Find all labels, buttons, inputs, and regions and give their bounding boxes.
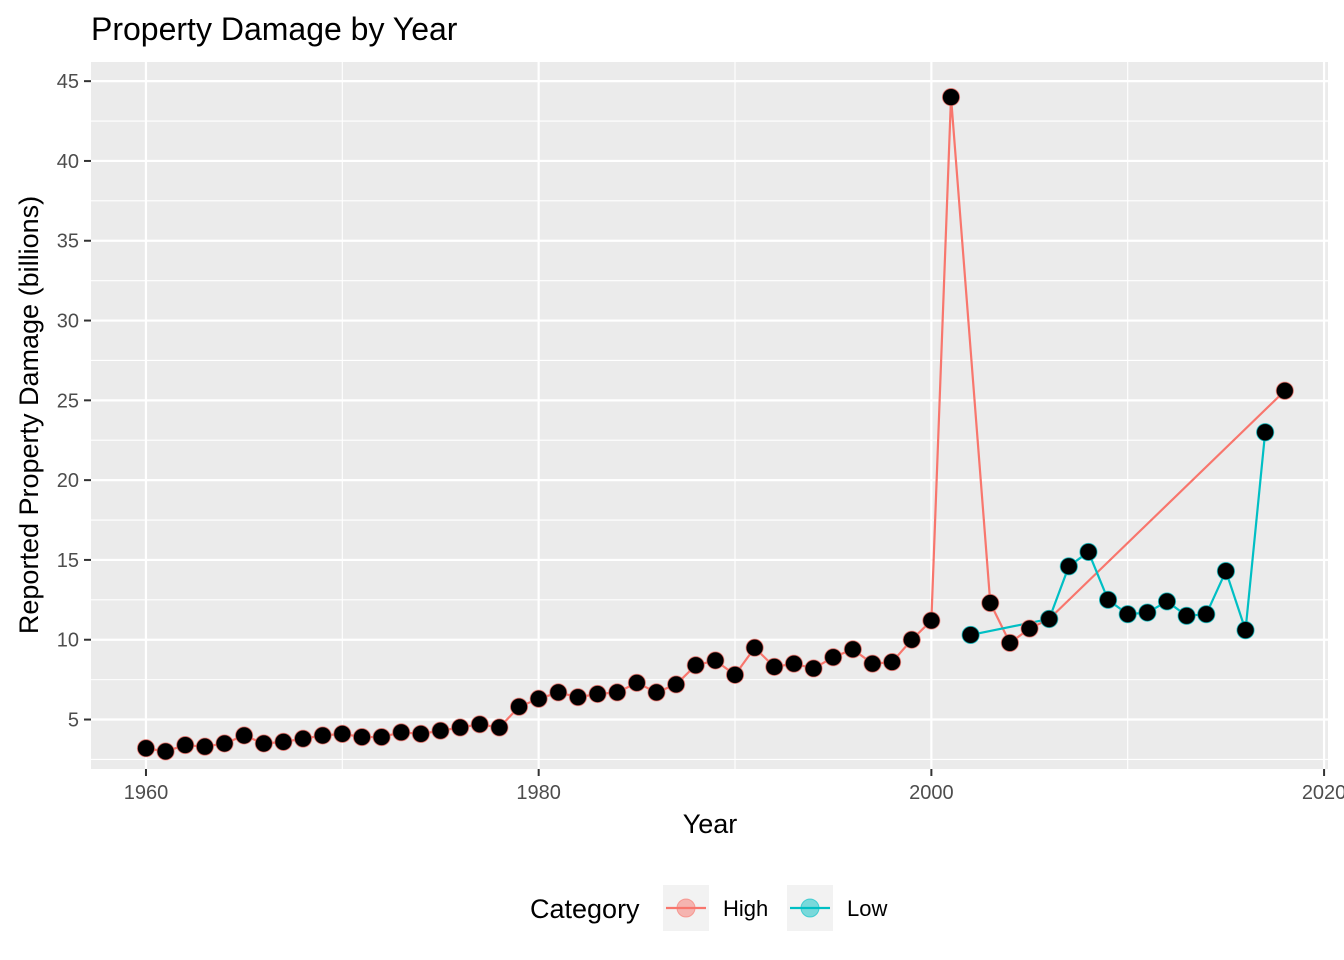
data-point-high	[608, 683, 627, 702]
legend-label-low: Low	[847, 896, 887, 921]
data-point-high	[863, 654, 882, 673]
data-point-high	[372, 727, 391, 747]
data-point-high	[470, 715, 489, 734]
axis-ticks: 1960 1980 2000 2020 5 10 15 20 25 30 35 40 45	[57, 71, 1344, 804]
data-point-high	[824, 648, 843, 667]
data-point-high	[627, 673, 646, 692]
data-point-low	[1157, 592, 1177, 611]
x-axis-title: Year	[683, 809, 738, 839]
data-point-high	[647, 683, 666, 702]
data-point-high	[843, 640, 862, 659]
data-point-high	[411, 724, 430, 743]
legend-item-high: High	[663, 885, 768, 931]
data-point-low	[1216, 562, 1236, 581]
x-tick-label: 1980	[516, 782, 561, 804]
data-point-high	[313, 726, 332, 745]
y-tick-label: 40	[57, 151, 79, 173]
data-point-high	[1000, 633, 1020, 653]
data-point-low	[1256, 423, 1275, 442]
chart-title: Property Damage by Year	[91, 11, 458, 47]
data-point-high	[509, 697, 529, 716]
data-point-low	[1059, 557, 1078, 576]
x-tick-label: 2000	[909, 782, 954, 804]
y-tick-label: 25	[57, 390, 79, 412]
data-point-low	[1138, 603, 1157, 622]
data-point-high	[529, 689, 548, 708]
data-point-high	[1020, 619, 1039, 638]
legend-item-low: Low	[787, 885, 887, 931]
data-point-high	[902, 630, 921, 649]
data-point-high	[136, 739, 156, 758]
data-point-high	[745, 638, 764, 657]
y-tick-label: 35	[57, 231, 79, 253]
legend-title: Category	[530, 894, 640, 924]
data-point-high	[686, 656, 705, 675]
y-tick-label: 10	[57, 630, 79, 652]
data-point-high	[568, 688, 588, 707]
data-point-high	[235, 726, 254, 745]
legend-key-low-point	[800, 898, 820, 918]
data-point-high	[725, 665, 745, 684]
data-point-low	[1236, 621, 1255, 640]
data-point-low	[1040, 609, 1059, 629]
data-point-high	[293, 729, 313, 748]
y-tick-label: 45	[57, 71, 79, 93]
data-point-high	[941, 88, 961, 107]
data-point-low	[1177, 606, 1196, 625]
data-point-high	[156, 742, 175, 761]
data-point-high	[254, 734, 273, 753]
legend-key-high-point	[676, 898, 696, 918]
x-tick-label: 2020	[1302, 782, 1344, 804]
data-point-high	[804, 659, 823, 678]
y-tick-label: 5	[68, 710, 79, 732]
grid-lines	[91, 62, 1328, 769]
x-tick-label: 1960	[124, 782, 169, 804]
data-point-low	[1098, 590, 1118, 609]
data-point-high	[549, 683, 568, 702]
data-point-high	[333, 724, 352, 743]
plot-panel	[91, 62, 1328, 769]
data-point-high	[392, 723, 411, 742]
legend: Category High Low	[530, 885, 887, 931]
data-point-high	[176, 735, 195, 755]
data-point-high	[981, 593, 1000, 613]
data-point-low	[1197, 605, 1216, 624]
y-tick-label: 20	[57, 470, 79, 492]
data-point-high	[274, 732, 293, 751]
legend-label-high: High	[723, 896, 768, 921]
y-tick-label: 15	[57, 550, 79, 572]
data-point-high	[195, 737, 214, 756]
data-point-high	[215, 734, 234, 753]
data-point-high	[883, 652, 902, 672]
data-point-high	[490, 718, 509, 737]
data-point-high	[706, 651, 725, 670]
data-point-low	[1079, 542, 1098, 562]
y-axis-title: Reported Property Damage (billions)	[14, 196, 44, 634]
data-point-low	[961, 625, 980, 645]
data-point-high	[765, 657, 784, 676]
data-point-high	[451, 718, 470, 737]
data-point-high	[784, 654, 804, 673]
data-point-high	[352, 727, 372, 747]
data-point-high	[588, 684, 607, 704]
data-point-high	[1275, 381, 1294, 400]
data-point-high	[922, 611, 941, 630]
data-point-high	[667, 675, 686, 694]
data-point-high	[431, 721, 450, 740]
data-points	[136, 88, 1294, 761]
y-tick-label: 30	[57, 311, 79, 333]
data-point-low	[1118, 605, 1137, 624]
